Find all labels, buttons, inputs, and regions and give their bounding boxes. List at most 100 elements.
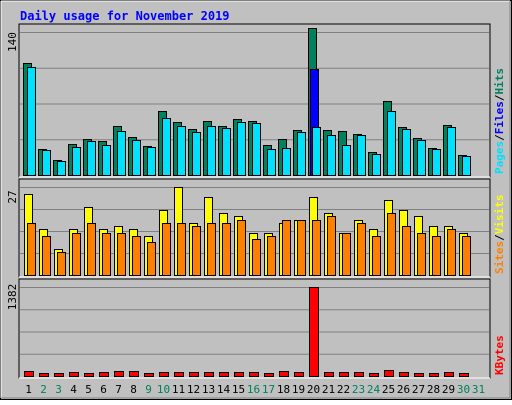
bar-kbytes-day-13 [204,372,214,377]
bar-pages-day-14 [222,128,231,176]
bar-sites-day-20 [312,220,321,276]
panel-legend: Sites/Visits [493,195,506,275]
bar-pages-day-29 [447,127,456,176]
x-tick-label-day-4: 4 [70,383,77,396]
x-tick-label-day-5: 5 [85,383,92,396]
x-tick-label-day-16: 16 [247,383,260,396]
bar-kbytes-day-29 [444,372,454,377]
bar-pages-day-13 [207,126,216,176]
bar-sites-day-9 [147,242,156,276]
bar-pages-day-9 [147,147,156,176]
bar-pages-day-28 [432,149,441,176]
bar-kbytes-day-7 [114,371,124,377]
bar-pages-day-21 [327,135,336,176]
bar-pages-day-1 [27,67,36,176]
bar-kbytes-day-27 [414,373,424,377]
bar-sites-day-14 [222,223,231,276]
bar-kbytes-day-4 [69,372,79,377]
bar-sites-day-11 [177,223,186,276]
bar-kbytes-day-14 [219,372,229,377]
x-tick-label-day-7: 7 [115,383,122,396]
x-tick-label-day-15: 15 [232,383,245,396]
bar-kbytes-day-20 [309,287,319,377]
panel-legend: Pages/Files/Hits [493,68,506,174]
x-tick-label-day-18: 18 [277,383,290,396]
bar-pages-day-15 [237,122,246,176]
x-tick-label-day-1: 1 [25,383,32,396]
bar-pages-day-17 [267,149,276,176]
legend-entry: Sites [493,241,506,274]
bar-pages-day-18 [282,148,291,176]
bar-sites-day-17 [267,236,276,276]
bar-sites-day-26 [402,226,411,276]
bar-sites-day-23 [357,223,366,276]
bar-sites-day-6 [102,233,111,276]
x-tick-label-day-24: 24 [367,383,381,396]
x-axis: 1 2 3 4 5 6 7 8 9 10 11 12 13 14 15 16 17 18 19 20 21 22 23 24 2… [25,383,485,396]
bar-pages-day-20 [312,127,321,176]
bar-kbytes-day-30 [459,373,469,377]
panel-max-label: 27 [6,190,19,203]
bar-kbytes-day-5 [84,373,94,377]
bar-kbytes-day-22 [339,372,349,377]
bar-sites-day-25 [387,213,396,276]
x-tick-label-day-8: 8 [130,383,137,396]
bar-kbytes-day-26 [399,372,409,377]
bar-sites-day-30 [462,236,471,276]
panel-background [18,278,491,379]
x-tick-label-day-10: 10 [157,383,170,396]
legend-entry: / [493,134,506,141]
x-tick-label-day-11: 11 [172,383,185,396]
x-tick-label-day-13: 13 [202,383,215,396]
bar-kbytes-day-1 [24,371,34,377]
legend-entry: / [493,234,506,241]
bar-pages-day-25 [387,111,396,176]
legend-entry: Hits [493,68,506,95]
bar-kbytes-day-16 [249,372,259,377]
bar-sites-day-28 [432,236,441,276]
bar-kbytes-day-6 [99,372,109,377]
bar-pages-day-6 [102,145,111,176]
bar-kbytes-day-8 [129,371,139,377]
bar-sites-day-4 [72,233,81,276]
bar-sites-day-18 [282,220,291,276]
panels-layer: 140Pages/Files/Hits27Sites/Visits1382KBy… [6,23,506,379]
bar-kbytes-day-11 [174,372,184,377]
bar-sites-day-13 [207,223,216,276]
x-tick-label-day-29: 29 [442,383,455,396]
x-tick-label-day-28: 28 [427,383,440,396]
x-tick-label-day-3: 3 [55,383,62,396]
bar-pages-day-27 [417,140,426,176]
bar-sites-day-1 [27,223,36,276]
bar-sites-day-15 [237,220,246,276]
bar-kbytes-day-24 [369,373,379,377]
bar-kbytes-day-15 [234,372,244,377]
x-tick-label-day-21: 21 [322,383,335,396]
bar-pages-day-16 [252,123,261,176]
bar-sites-day-27 [417,233,426,276]
bar-pages-day-30 [462,156,471,176]
bar-kbytes-day-28 [429,373,439,377]
x-tick-label-day-30: 30 [457,383,470,396]
x-tick-label-day-25: 25 [382,383,395,396]
legend-entry: Pages [493,141,506,174]
bar-sites-day-2 [42,236,51,276]
bar-kbytes-day-18 [279,371,289,377]
x-tick-label-day-12: 12 [187,383,200,396]
x-tick-label-day-6: 6 [100,383,107,396]
bar-pages-day-11 [177,126,186,176]
bar-kbytes-day-2 [39,373,49,377]
bar-pages-day-22 [342,145,351,176]
legend-entry: / [493,94,506,101]
x-tick-label-day-2: 2 [40,383,47,396]
bar-pages-day-4 [72,147,81,176]
chart-title: Daily usage for November 2019 [20,9,230,23]
bar-sites-day-22 [342,233,351,276]
legend-entry: Visits [493,195,506,235]
bar-sites-day-8 [132,236,141,276]
x-tick-label-day-14: 14 [217,383,231,396]
x-tick-label-day-19: 19 [292,383,305,396]
panel-legend: KBytes [493,335,506,375]
